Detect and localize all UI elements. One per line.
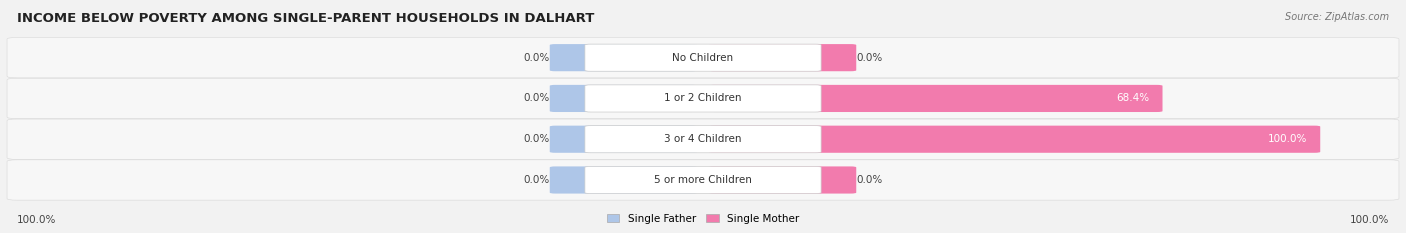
Text: 0.0%: 0.0% — [856, 175, 883, 185]
Text: 0.0%: 0.0% — [856, 53, 883, 63]
Text: 1 or 2 Children: 1 or 2 Children — [664, 93, 742, 103]
Text: Source: ZipAtlas.com: Source: ZipAtlas.com — [1285, 12, 1389, 22]
Text: 68.4%: 68.4% — [1116, 93, 1150, 103]
Text: No Children: No Children — [672, 53, 734, 63]
Text: 5 or more Children: 5 or more Children — [654, 175, 752, 185]
Text: 0.0%: 0.0% — [523, 53, 550, 63]
Text: 100.0%: 100.0% — [17, 215, 56, 225]
Text: 100.0%: 100.0% — [1268, 134, 1308, 144]
Text: 0.0%: 0.0% — [523, 93, 550, 103]
Text: INCOME BELOW POVERTY AMONG SINGLE-PARENT HOUSEHOLDS IN DALHART: INCOME BELOW POVERTY AMONG SINGLE-PARENT… — [17, 12, 595, 25]
Text: 0.0%: 0.0% — [523, 134, 550, 144]
Text: 3 or 4 Children: 3 or 4 Children — [664, 134, 742, 144]
Text: 100.0%: 100.0% — [1350, 215, 1389, 225]
Text: 0.0%: 0.0% — [523, 175, 550, 185]
Legend: Single Father, Single Mother: Single Father, Single Mother — [603, 209, 803, 228]
